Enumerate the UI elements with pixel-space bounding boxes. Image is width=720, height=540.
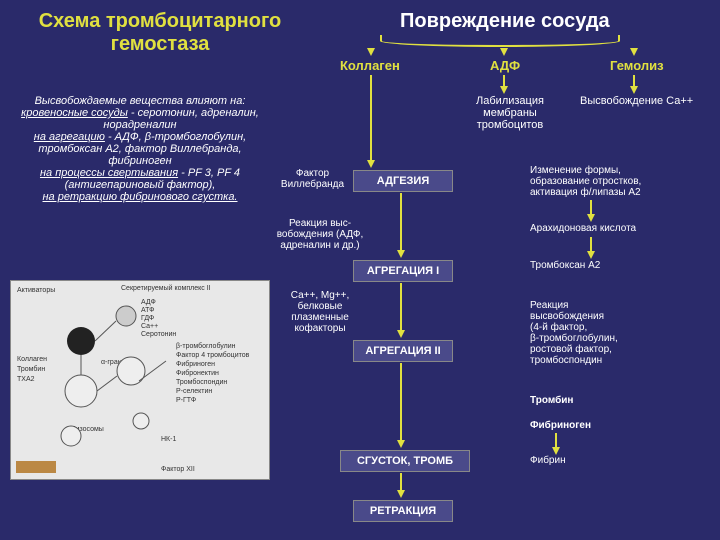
arrow: [630, 48, 638, 56]
cascade-thromboxane: Тромбоксан А2: [530, 260, 600, 271]
mid-release-reaction: Реакция выс- вобождения (АДФ, адреналин …: [265, 218, 375, 251]
diagram-svg: [11, 281, 271, 481]
vstem: [400, 193, 402, 251]
arrow: [500, 48, 508, 56]
cascade-shape-change: Изменение формы, образование отростков, …: [530, 165, 641, 198]
cascade-label: Лабилизация мембраны тромбоцитов: [465, 95, 555, 131]
txt: Фактор: [296, 168, 329, 179]
arrow: [367, 160, 375, 168]
trigger-adp: АДФ: [490, 58, 520, 73]
cascade-fibrin: Фибрин: [530, 455, 566, 466]
arrow: [500, 86, 508, 94]
vstem: [400, 283, 402, 331]
box-aggregation2: АГРЕГАЦИЯ II: [353, 340, 453, 362]
txt: Высвобождаемые вещества влияют на:: [35, 95, 246, 107]
arrow: [587, 251, 595, 259]
arrow: [587, 214, 595, 222]
txt: плазменные: [291, 312, 349, 323]
trigger-hemolysis: Гемолиз: [610, 58, 664, 73]
vstem: [590, 200, 592, 215]
vstem: [370, 75, 372, 160]
txt: адреналин и др.): [280, 240, 359, 251]
txt: Реакция: [530, 300, 568, 311]
arrow: [397, 490, 405, 498]
txt: Виллебранда: [281, 179, 344, 190]
title-right: Повреждение сосуда: [400, 10, 610, 33]
txt: активация ф/липазы А2: [530, 187, 641, 198]
txt: Са++, Mg++,: [291, 290, 349, 301]
mid-willebrand: Фактор Виллебранда: [275, 168, 350, 190]
cascade-fibrinogen: Фибриноген: [530, 420, 591, 431]
box-aggregation1: АГРЕГАЦИЯ I: [353, 260, 453, 282]
arrow: [397, 330, 405, 338]
txt: β-тромбоглобулин,: [530, 333, 618, 344]
txt: белковые: [298, 301, 343, 312]
cascade-side: Высвобождение Са++: [580, 95, 693, 107]
txt: тромбоцитов: [477, 119, 543, 131]
txt: на процессы свертывания: [40, 167, 178, 179]
cascade-thrombin: Тромбин: [530, 395, 573, 406]
trigger-collagen: Коллаген: [340, 58, 400, 73]
box-clot: СГУСТОК, ТРОМБ: [340, 450, 470, 472]
txt: Лабилизация: [476, 95, 544, 107]
vstem: [400, 473, 402, 491]
vstem: [590, 237, 592, 252]
arrow: [367, 48, 375, 56]
txt: (4-й фактор,: [530, 322, 587, 333]
txt: Реакция выс-: [289, 218, 351, 229]
txt: Изменение формы,: [530, 165, 621, 176]
cascade-release: Реакция высвобождения (4-й фактор, β-тро…: [530, 300, 618, 366]
txt: образование отростков,: [530, 176, 641, 187]
arrow: [397, 250, 405, 258]
txt: высвобождения: [530, 311, 604, 322]
title-left: Схема тромбоцитарного гемостаза: [20, 10, 300, 56]
left-text-block: Высвобождаемые вещества влияют на: крове…: [10, 95, 270, 203]
txt: кофакторы: [294, 323, 345, 334]
mid-cofactors: Са++, Mg++, белковые плазменные кофактор…: [280, 290, 360, 334]
cascade-arachidonic: Арахидоновая кислота: [530, 223, 636, 234]
embedded-diagram: Активаторы Секретируемый комплекс II АДФ…: [10, 280, 270, 480]
box-retraction: РЕТРАКЦИЯ: [353, 500, 453, 522]
txt: мембраны: [483, 107, 537, 119]
txt: ростовой фактор,: [530, 344, 612, 355]
arrow: [397, 440, 405, 448]
vstem: [555, 433, 557, 448]
vstem: [400, 363, 402, 441]
bracket-curve: [380, 35, 620, 47]
arrow: [630, 86, 638, 94]
txt: вобождения (АДФ,: [277, 229, 364, 240]
txt: на агрегацию: [34, 131, 105, 143]
arrow: [552, 447, 560, 455]
txt: кровеносные сосуды: [21, 107, 128, 119]
box-adhesion: АДГЕЗИЯ: [353, 170, 453, 192]
txt: на ретракцию фибринового сгустка.: [43, 191, 238, 203]
txt: тромбоспондин: [530, 355, 602, 366]
